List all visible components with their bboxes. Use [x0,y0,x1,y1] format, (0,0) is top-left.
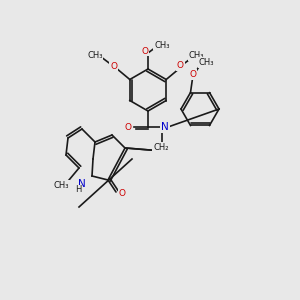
Text: CH₃: CH₃ [53,181,69,190]
Text: O: O [118,188,125,197]
Text: CH₃: CH₃ [154,40,170,50]
Text: CH₃: CH₃ [188,51,204,60]
Text: H: H [75,185,81,194]
Text: O: O [142,46,148,56]
Text: CH₂: CH₂ [153,142,169,152]
Text: CH₃: CH₃ [199,58,214,67]
Text: N: N [78,179,86,189]
Text: CH₃: CH₃ [87,51,103,60]
Text: O: O [189,70,196,79]
Text: O: O [177,61,184,70]
Text: O: O [124,122,131,131]
Text: N: N [161,122,169,132]
Text: O: O [110,62,117,71]
